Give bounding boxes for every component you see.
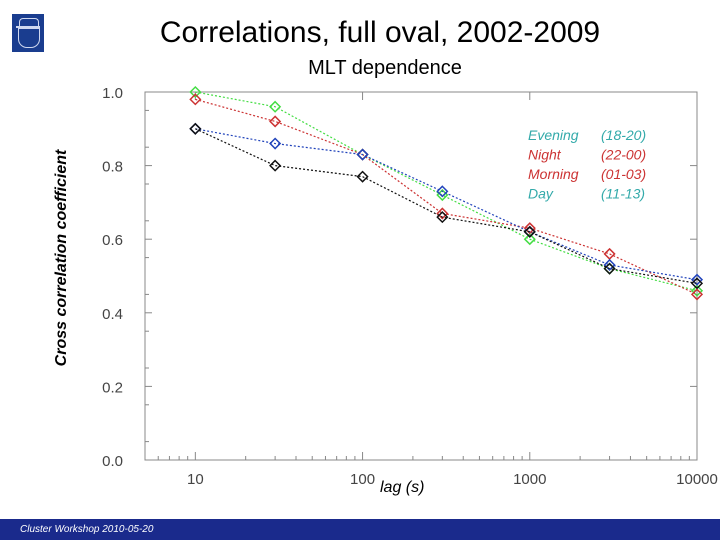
y-tick-label: 0.2 bbox=[102, 379, 123, 396]
series-point-morning bbox=[690, 273, 704, 286]
series-point-day bbox=[603, 262, 616, 275]
legend-entry-name: Evening bbox=[528, 127, 579, 143]
series-point-evening bbox=[523, 233, 536, 246]
y-tick-label: 0.8 bbox=[102, 159, 123, 176]
footer-text: Cluster Workshop 2010-05-20 bbox=[20, 524, 154, 535]
crest-shield bbox=[18, 28, 40, 48]
x-tick-label: 100 bbox=[350, 471, 375, 488]
legend-entry-range: (01-03) bbox=[601, 166, 646, 182]
series-point-day bbox=[356, 170, 369, 183]
series-point-evening bbox=[189, 85, 202, 99]
legend-entry-range: (11-13) bbox=[601, 186, 645, 202]
series-point-night bbox=[690, 288, 704, 301]
y-tick-label: 0.6 bbox=[102, 232, 123, 249]
legend-entry-range: (22-00) bbox=[601, 147, 646, 163]
series-point-day bbox=[269, 159, 282, 172]
y-axis-label: Cross correlation coefficient bbox=[53, 149, 70, 367]
legend-entry-name: Night bbox=[528, 147, 562, 163]
x-axis-label: lag (s) bbox=[380, 479, 425, 496]
series-point-evening bbox=[690, 284, 704, 297]
crest-crown bbox=[19, 18, 39, 27]
crest-band bbox=[16, 26, 40, 28]
slide-title: Correlations, full oval, 2002-2009 bbox=[159, 16, 601, 49]
series-point-day bbox=[523, 225, 536, 238]
y-tick-label: 1.0 bbox=[102, 85, 123, 102]
series-point-night bbox=[436, 207, 449, 220]
series-point-night bbox=[189, 93, 202, 106]
series-point-night bbox=[523, 222, 536, 235]
series-line-morning bbox=[195, 128, 698, 281]
series-point-evening bbox=[269, 100, 282, 113]
series-point-morning bbox=[603, 258, 616, 272]
series-line-day bbox=[195, 128, 698, 284]
x-tick-label: 10 bbox=[187, 471, 204, 488]
series-point-morning bbox=[356, 148, 369, 161]
footer-bar: Cluster Workshop 2010-05-20 bbox=[0, 519, 720, 540]
series-point-day bbox=[690, 277, 704, 290]
series-point-night bbox=[603, 247, 616, 260]
y-tick-label: 0.0 bbox=[102, 453, 123, 470]
y-tick-label: 0.4 bbox=[102, 306, 123, 323]
series-point-day bbox=[189, 122, 202, 135]
series-point-night bbox=[269, 115, 282, 128]
plot-frame bbox=[144, 91, 698, 461]
legend-entry-range: (18-20) bbox=[601, 127, 646, 143]
series-point-morning bbox=[269, 137, 282, 150]
slide-subtitle: MLT dependence bbox=[308, 57, 462, 79]
x-tick-label: 1000 bbox=[513, 471, 546, 488]
legend-entry-name: Day bbox=[528, 186, 554, 202]
kth-crest-icon bbox=[12, 14, 44, 52]
series-point-day bbox=[436, 211, 449, 224]
legend-entry-name: Morning bbox=[528, 166, 579, 182]
x-tick-label: 10000 bbox=[676, 471, 718, 488]
series-point-morning bbox=[436, 185, 449, 198]
